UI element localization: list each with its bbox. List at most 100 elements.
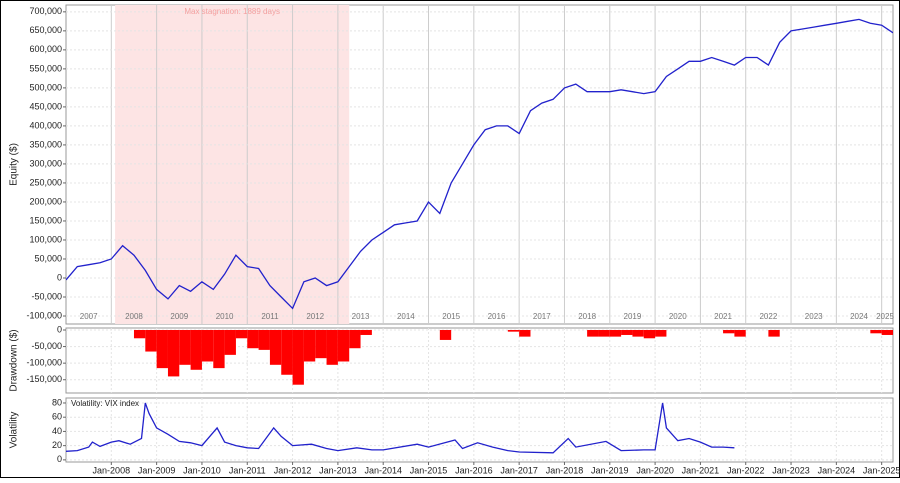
x-tick-label: Jan-2010 — [183, 465, 221, 475]
bar — [303, 329, 316, 362]
y-tick-label: 20 — [52, 440, 62, 450]
y-tick-label: 650,000 — [29, 25, 62, 35]
y-axis-title: Drawdown ($) — [9, 329, 20, 391]
y-tick-label: 350,000 — [29, 139, 62, 149]
year-label: 2012 — [306, 312, 324, 321]
bar — [269, 329, 282, 365]
line — [66, 402, 735, 454]
year-label: 2007 — [80, 312, 98, 321]
bar — [723, 329, 735, 334]
year-label: 2025 — [876, 312, 894, 321]
bar — [768, 329, 780, 337]
panel — [65, 397, 894, 463]
year-label: 2019 — [624, 312, 642, 321]
y-axis-title: Equity ($) — [9, 143, 20, 186]
y-tick-label: -50,000 — [31, 341, 62, 351]
x-tick-label: Jan-2017 — [500, 465, 538, 475]
y-tick-label: 150,000 — [29, 215, 62, 225]
y-tick-label: 550,000 — [29, 63, 62, 73]
bar — [349, 329, 361, 349]
year-label: 2014 — [397, 312, 415, 321]
x-tick-label: Jan-2012 — [274, 465, 312, 475]
y-tick-label: 450,000 — [29, 101, 62, 111]
y-tick-label: -50,000 — [31, 291, 62, 301]
y-tick-label: 600,000 — [29, 44, 62, 54]
plot — [66, 5, 893, 324]
x-tick-label: Jan-2021 — [682, 465, 720, 475]
stagnation-region — [115, 5, 350, 324]
bar — [519, 329, 531, 337]
year-label: 2016 — [488, 312, 506, 321]
year-label: 2023 — [805, 312, 823, 321]
bar — [179, 329, 191, 365]
y-tick-label: 0 — [57, 324, 62, 334]
y-tick-label: 80 — [52, 397, 62, 407]
bar — [156, 329, 168, 369]
bar — [133, 329, 146, 339]
year-label: 2018 — [578, 312, 596, 321]
y-tick-label: 250,000 — [29, 177, 62, 187]
bar — [734, 329, 746, 337]
x-tick-label: Jan-2008 — [93, 465, 131, 475]
bar — [281, 329, 293, 375]
bar — [247, 329, 259, 349]
x-tick-label: Jan-2009 — [138, 465, 176, 475]
bar — [224, 329, 236, 355]
y-tick-label: 300,000 — [29, 158, 62, 168]
y-tick-label: 60 — [52, 412, 62, 422]
bar — [292, 329, 304, 385]
bar — [643, 329, 656, 339]
year-label: 2021 — [714, 312, 732, 321]
bar — [609, 329, 622, 337]
bar — [201, 329, 214, 362]
x-tick-label: Jan-2015 — [410, 465, 448, 475]
x-tick-label: Jan-2016 — [455, 465, 493, 475]
y-tick-label: -150,000 — [26, 374, 62, 384]
bar — [598, 329, 610, 337]
bar — [439, 329, 452, 340]
x-tick-label: Jan-2013 — [319, 465, 357, 475]
bar — [337, 329, 350, 362]
year-label: 2015 — [442, 312, 460, 321]
bar — [190, 329, 202, 370]
year-label: 2008 — [125, 312, 143, 321]
bar — [235, 329, 248, 339]
x-tick-label: Jan-2024 — [818, 465, 856, 475]
x-tick-label: Jan-2025 — [863, 465, 900, 475]
bar — [881, 329, 893, 335]
plot — [66, 328, 893, 393]
year-label: 2017 — [533, 312, 551, 321]
bar — [360, 329, 372, 335]
bar — [258, 329, 270, 350]
year-label: 2013 — [352, 312, 370, 321]
line — [66, 18, 893, 310]
y-tick-label: 0 — [57, 272, 62, 282]
year-label: 2020 — [669, 312, 687, 321]
bar — [621, 329, 633, 335]
bar — [870, 329, 882, 334]
y-tick-label: 40 — [52, 426, 62, 436]
stagnation-label: Max stagnation: 1889 days — [184, 7, 280, 16]
y-tick-label: 700,000 — [29, 6, 62, 16]
bar — [167, 329, 180, 377]
x-tick-label: Jan-2018 — [546, 465, 584, 475]
bar — [326, 329, 338, 365]
x-tick-label: Jan-2019 — [591, 465, 629, 475]
plot — [66, 398, 893, 462]
year-label: 2010 — [216, 312, 234, 321]
y-tick-label: 100,000 — [29, 234, 62, 244]
year-label: 2024 — [850, 312, 868, 321]
y-tick-label: -100,000 — [26, 358, 62, 368]
year-label: 2022 — [759, 312, 777, 321]
bar — [587, 329, 599, 337]
y-tick-label: 200,000 — [29, 196, 62, 206]
x-tick-label: Jan-2022 — [727, 465, 765, 475]
y-axis-title: Volatility — [9, 412, 20, 449]
x-tick-label: Jan-2020 — [636, 465, 674, 475]
bar — [145, 329, 157, 352]
bar — [213, 329, 225, 369]
bar — [632, 329, 644, 337]
y-tick-label: 400,000 — [29, 120, 62, 130]
panel-title: Volatility: VIX index — [71, 399, 139, 408]
